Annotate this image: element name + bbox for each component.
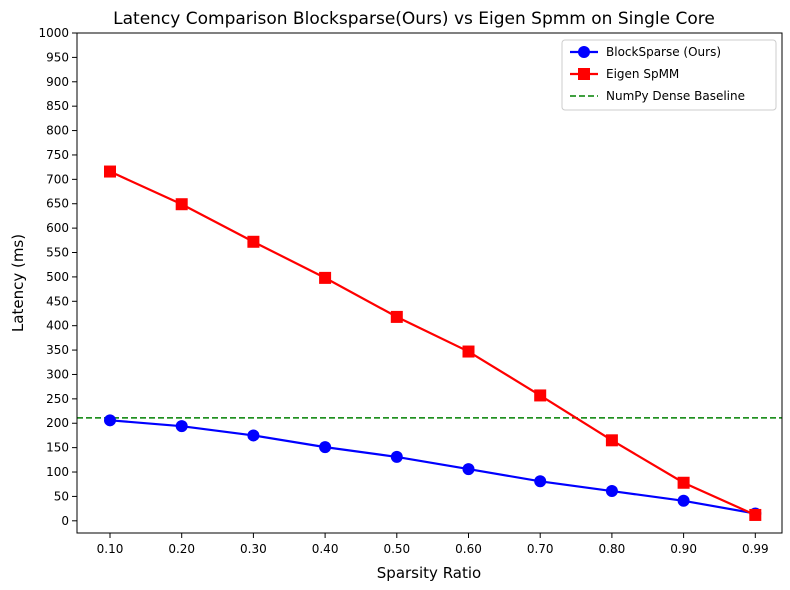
data-point (175, 420, 188, 433)
legend-marker (578, 46, 590, 58)
y-tick-label: 600 (46, 221, 69, 235)
data-point (247, 429, 260, 442)
data-point (534, 475, 547, 488)
data-point (247, 235, 260, 248)
legend: BlockSparse (Ours) Eigen SpMM NumPy Dense … (561, 39, 777, 111)
y-tick-label: 550 (46, 246, 69, 260)
y-tick-label: 800 (46, 124, 69, 138)
x-tick-label: 0.10 (97, 542, 124, 556)
data-point (175, 198, 188, 211)
series-line-1 (109, 170, 756, 516)
data-point (104, 414, 116, 427)
y-tick-label: 150 (46, 441, 69, 455)
y-tick-label: 1000 (38, 26, 69, 40)
y-tick-label: 750 (46, 148, 69, 162)
x-tick-label: 0.80 (599, 542, 626, 556)
y-tick-label: 500 (46, 270, 69, 284)
y-axis-label: Latency (ms) (9, 234, 27, 332)
x-tick-label: 0.30 (240, 542, 267, 556)
plot-area (77, 165, 782, 521)
data-point (390, 310, 403, 323)
data-point (605, 485, 618, 498)
y-axis: 0 50 100 150 200 250 300 350 400 450 500 550 600 650 7… (38, 26, 77, 528)
axes-frame (76, 32, 783, 534)
series-line-0 (109, 419, 756, 515)
y-tick-label: 350 (46, 343, 69, 357)
y-tick-label: 250 (46, 392, 69, 406)
x-tick-label: 0.50 (383, 542, 410, 556)
chart-title: Latency Comparison Blocksparse(Ours) vs … (113, 9, 715, 29)
y-tick-label: 100 (46, 465, 69, 479)
data-point (319, 271, 332, 284)
data-point (605, 434, 618, 447)
y-tick-label: 400 (46, 319, 69, 333)
x-tick-label: 0.70 (527, 542, 554, 556)
y-tick-label: 200 (46, 416, 69, 430)
x-tick-label: 0.20 (168, 542, 195, 556)
y-tick-label: 50 (54, 489, 69, 503)
y-tick-label: 850 (46, 99, 69, 113)
y-tick-label: 0 (61, 514, 69, 528)
x-tick-label: 0.99 (742, 542, 769, 556)
legend-label: BlockSparse (Ours) (606, 45, 721, 59)
legend-label: NumPy Dense Baseline (606, 89, 745, 103)
x-tick-label: 0.60 (455, 542, 482, 556)
legend-marker (578, 68, 590, 80)
data-point (390, 450, 403, 463)
data-point (319, 441, 332, 454)
x-axis: 0.10 0.20 0.30 0.40 0.50 0.60 0.70 0.80 0.90 0.99 (97, 533, 769, 556)
data-point (104, 165, 116, 178)
legend-label: Eigen SpMM (606, 67, 679, 81)
y-tick-label: 700 (46, 172, 69, 186)
data-point (534, 389, 547, 402)
y-tick-label: 900 (46, 75, 69, 89)
y-tick-label: 950 (46, 50, 69, 64)
data-point (749, 508, 762, 521)
data-point (462, 345, 475, 358)
data-point (677, 476, 690, 489)
x-tick-label: 0.40 (312, 542, 339, 556)
data-point (677, 494, 690, 507)
y-tick-label: 300 (46, 367, 69, 381)
y-tick-label: 650 (46, 197, 69, 211)
legend-box (561, 39, 777, 111)
x-tick-label: 0.90 (670, 542, 697, 556)
y-tick-label: 450 (46, 294, 69, 308)
x-axis-label: Sparsity Ratio (377, 564, 481, 582)
data-point (462, 463, 475, 476)
